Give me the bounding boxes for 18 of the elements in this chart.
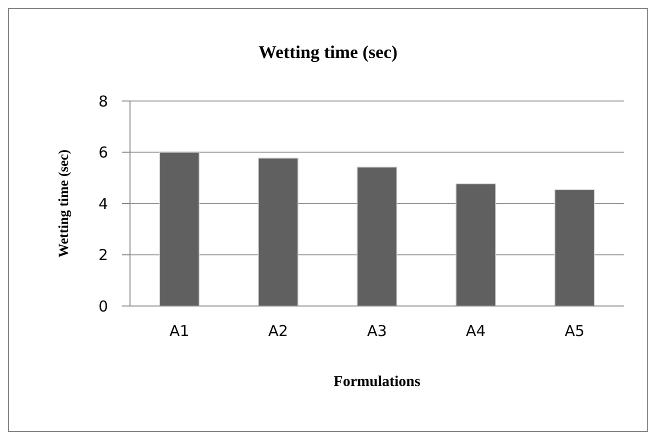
y-tick-label: 6 — [98, 144, 108, 162]
chart-title: Wetting time (sec) — [258, 42, 398, 62]
y-tick-label: 0 — [98, 297, 108, 316]
y-tick-label: 8 — [98, 92, 108, 110]
y-tick-label: 4 — [98, 194, 108, 213]
bar — [456, 183, 496, 306]
x-axis-title: Formulations — [334, 374, 420, 390]
y-axis-title: Wetting time (sec) — [57, 149, 72, 258]
x-tick-label: A1 — [169, 322, 190, 340]
bar — [356, 166, 398, 306]
x-tick-label: A3 — [367, 322, 387, 340]
y-tick-label: 2 — [98, 246, 108, 264]
bar — [554, 189, 595, 306]
bar — [258, 158, 298, 306]
x-tick-label: A5 — [564, 322, 585, 340]
bar — [159, 152, 200, 306]
x-tick-label: A2 — [268, 322, 288, 340]
x-tick-label: A4 — [466, 322, 486, 340]
